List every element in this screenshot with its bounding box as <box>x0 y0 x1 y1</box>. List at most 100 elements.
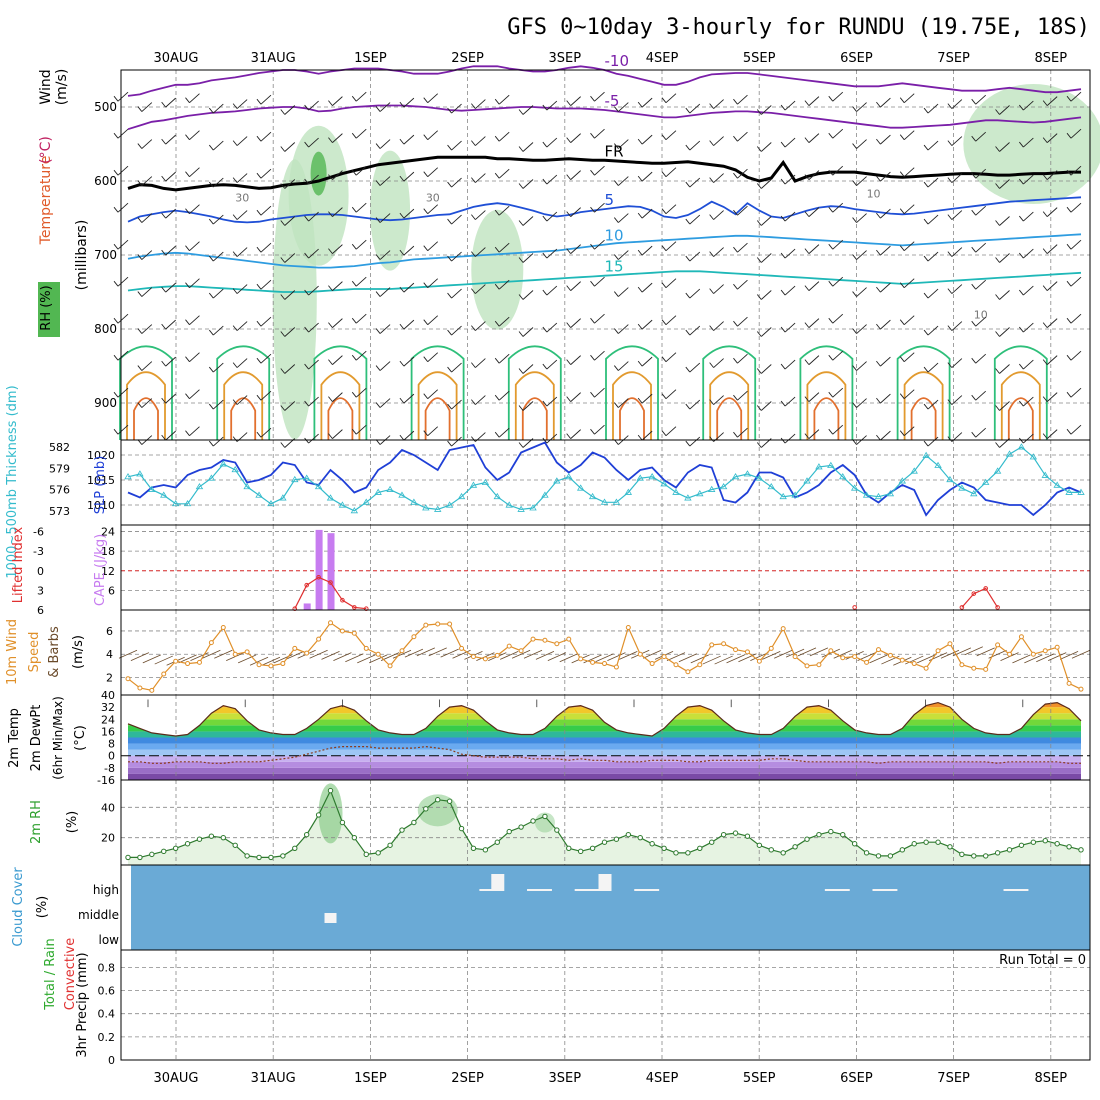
wind-barb <box>355 276 367 287</box>
rh-marker <box>816 831 822 838</box>
wind-barb <box>808 170 820 180</box>
wind-barb-flag <box>852 217 857 223</box>
rh-marker <box>530 818 536 824</box>
wind-barb <box>308 322 319 333</box>
wind-barb-flag <box>328 433 333 439</box>
wind-speed-marker <box>983 666 989 672</box>
precip-tick-label: 0.4 <box>98 1008 116 1021</box>
wind-barb <box>332 244 343 254</box>
wind-barb-flag <box>876 101 881 108</box>
wind-barb <box>999 327 1010 337</box>
wind-barb-flag <box>113 169 119 176</box>
temperature-band <box>128 725 1081 732</box>
wind-barb-flag <box>852 365 857 371</box>
wind-barb <box>713 173 724 183</box>
wind-barb-flag <box>185 208 190 214</box>
wind-barb-flag <box>899 282 905 288</box>
wind-barb-flag <box>899 393 905 399</box>
thickness-marker <box>993 467 1002 474</box>
wind-barb <box>260 168 272 179</box>
wind-barb <box>808 281 820 291</box>
rh-marker <box>1006 847 1013 853</box>
wind-barb-flag <box>947 288 953 294</box>
wind-speed-marker <box>625 624 631 630</box>
wind-barb <box>212 325 224 336</box>
wind-barb <box>784 433 796 444</box>
wind-barb-flag <box>1018 215 1024 222</box>
wind-barb-flag <box>1018 363 1024 370</box>
wind-speed-marker <box>518 648 524 654</box>
slp-thickness-panel: 1010 1015 1020 573 576 579 582 <box>49 440 1090 525</box>
wind-barb-flag <box>113 206 119 213</box>
wind-barb-flag <box>399 175 405 182</box>
temperature-contour-loop <box>903 371 944 440</box>
wind-barb-flag <box>876 212 881 219</box>
wind-barb-flag <box>971 246 977 253</box>
surface-wind-barb <box>452 649 471 659</box>
wind-barb <box>189 315 200 326</box>
surface-wind-barb <box>523 649 543 659</box>
wind-barb <box>1023 359 1034 370</box>
wind-barb <box>117 276 129 287</box>
precip-frame <box>120 949 1091 1061</box>
wind-barb-flag <box>566 174 572 180</box>
surface-wind-barb <box>321 651 340 660</box>
wind-barb <box>1070 165 1082 176</box>
lifted-index-line <box>294 576 367 610</box>
wind-barb-flag <box>780 400 786 407</box>
wind-barb <box>284 179 296 189</box>
rh-marker <box>149 851 155 858</box>
thickness-marker <box>624 488 633 495</box>
wind-units-label: (m/s) <box>54 69 70 106</box>
wind-barb-flag <box>733 320 738 327</box>
wind-barb-flag <box>709 177 714 183</box>
rh-marker <box>470 845 477 852</box>
wind-barb <box>141 139 153 149</box>
wind-barb <box>379 176 391 186</box>
wind-barb-flag <box>828 428 834 435</box>
wind-barb <box>165 393 176 404</box>
thickness-marker <box>279 494 287 501</box>
rh-marker <box>172 845 179 852</box>
temperature-contour-loop <box>514 371 555 440</box>
wind-barb <box>284 327 296 337</box>
wind-barb <box>379 139 391 149</box>
wind-barb <box>1046 281 1058 291</box>
wind-barb <box>570 355 581 365</box>
cape-tick-label: 18 <box>101 545 115 558</box>
wind-barb-flag <box>304 326 309 333</box>
temperature-tick-label: 40 <box>101 689 115 702</box>
wind-barb <box>117 350 129 361</box>
wind-barb-flag <box>637 360 643 367</box>
wind-barb <box>475 136 486 146</box>
wind-barb-flag <box>947 214 953 220</box>
date-label-top: 1SEP <box>354 51 387 66</box>
thickness-marker <box>660 480 668 487</box>
wind-barb <box>189 130 200 141</box>
wind-barb <box>689 140 701 151</box>
wind-barb-flag <box>661 356 667 362</box>
wind-barb <box>498 279 510 290</box>
wind-barb-flag <box>399 101 405 108</box>
wind-barb <box>784 396 796 407</box>
wind-barb-flag <box>471 288 476 294</box>
wind-barb-flag <box>971 135 977 142</box>
wind-barb-flag <box>280 405 286 411</box>
wind-barb <box>737 205 748 216</box>
wind-barb-flag <box>804 433 810 439</box>
rh-marker <box>220 834 227 841</box>
wind-speed-marker <box>1030 651 1036 657</box>
wind-barb-flag <box>661 282 667 288</box>
precip-axis-label: 3hr Precip (mm) <box>75 952 90 1057</box>
wind-barb <box>713 395 724 405</box>
wind-barb <box>141 176 153 186</box>
wind-barb-flag <box>947 177 953 183</box>
rh-marker <box>994 850 1001 856</box>
wind-barb <box>308 285 319 296</box>
wind-barb <box>475 210 486 220</box>
wind-barb <box>594 91 605 102</box>
wind-barb <box>713 210 724 220</box>
rh-marker <box>375 850 381 856</box>
cape-tick-label: 12 <box>101 565 115 578</box>
thickness-marker <box>469 481 478 488</box>
